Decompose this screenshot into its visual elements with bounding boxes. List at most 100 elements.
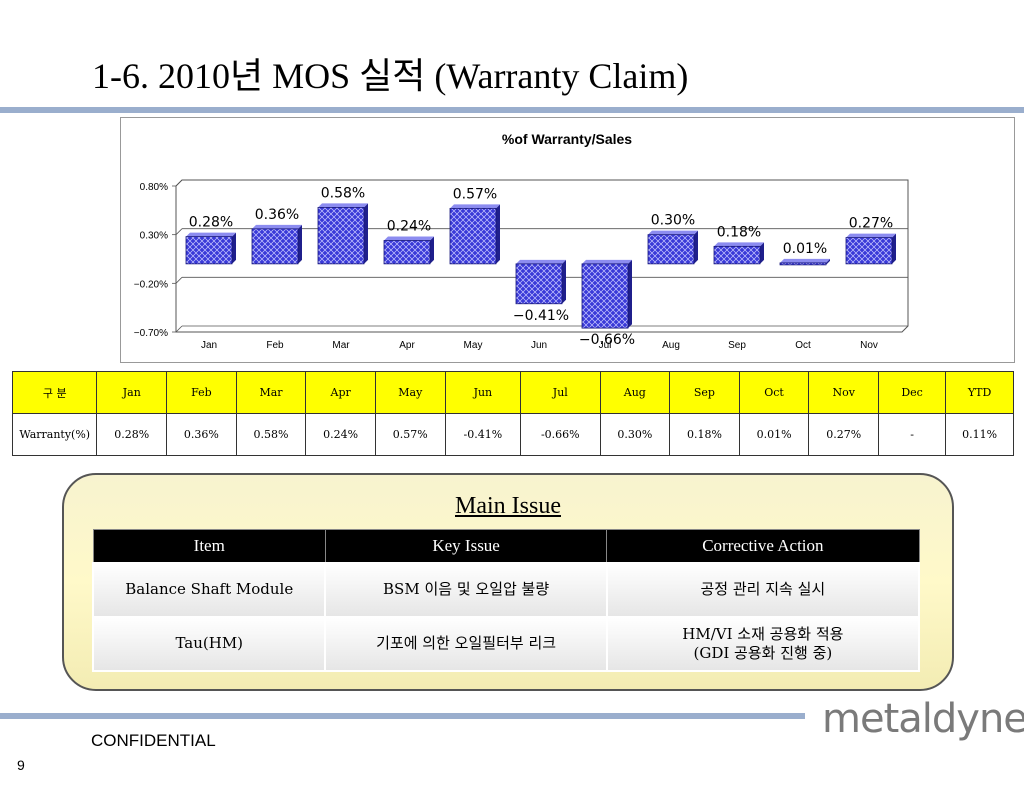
bar-front (383, 240, 431, 265)
table-value-cell: 0.27% (808, 413, 879, 456)
issue-header-row: Item Key Issue Corrective Action (92, 529, 920, 564)
bar-top (186, 232, 236, 237)
title-divider (0, 107, 1024, 113)
x-tick-label: Feb (266, 340, 284, 351)
bar (383, 236, 434, 265)
bar-side (628, 259, 632, 329)
page-number: 9 (17, 757, 25, 773)
issue-action-line1: HM/VI 소재 공용화 적용 (682, 624, 844, 643)
bar-front (317, 207, 365, 265)
issue-col-action: Corrective Action (606, 529, 920, 564)
x-tick-label: Sep (728, 340, 746, 351)
x-tick-label: Aug (662, 340, 680, 351)
data-label: −0.66% (579, 332, 635, 348)
issue-item: Tau(HM) (91, 616, 327, 672)
data-label: 0.36% (255, 207, 299, 223)
main-issue-table: Item Key Issue Corrective Action Balance… (91, 529, 921, 672)
confidential-label: CONFIDENTIAL (91, 731, 216, 750)
table-header-cell: Apr (305, 371, 376, 414)
table-header-cell: Feb (166, 371, 237, 414)
gridline (175, 228, 183, 235)
bar-top (252, 224, 302, 229)
table-header-cell: Jun (444, 371, 522, 414)
bar-side (430, 236, 434, 264)
slide-title: 1-6. 2010년 MOS 실적 (Warranty Claim) (92, 56, 689, 96)
table-value-cell: -0.41% (444, 413, 522, 456)
table-header-cell: Jan (96, 371, 168, 414)
bar-front (647, 234, 695, 265)
y-tick-label: 0.80% (140, 182, 168, 193)
warranty-table: 구 분 Jan Feb Mar Apr May Jun Jul Aug Sep Oct Nov Dec Y… (11, 371, 1014, 456)
issue-action-line1: 공정 관리 지속 실시 (700, 580, 826, 599)
x-tick-label: Nov (860, 340, 878, 351)
gridline (175, 325, 183, 333)
bar (185, 232, 236, 265)
bar-top (450, 204, 500, 209)
metaldyne-logo: metaldyne (822, 696, 1024, 742)
x-tick-label: Oct (795, 340, 811, 351)
issue-action: HM/VI 소재 공용화 적용 (GDI 공용화 진행 중) (605, 616, 921, 672)
bar-top (318, 203, 368, 208)
table-header-label: 구 분 (11, 371, 98, 414)
table-header-cell: May (374, 371, 446, 414)
bar-side (826, 258, 830, 265)
table-header-cell: Dec (877, 371, 947, 414)
y-tick-label: −0.20% (134, 279, 168, 290)
bar (713, 242, 764, 265)
bar-side (892, 233, 896, 264)
table-row-label: Warranty(%) (11, 413, 98, 456)
y-tick-label: 0.30% (140, 231, 168, 242)
bar-top (648, 230, 698, 235)
issue-col-key-issue: Key Issue (324, 529, 608, 564)
chart-title: %of Warranty/Sales (502, 131, 632, 147)
bar-side (496, 204, 500, 264)
table-header-cell: Jul (520, 371, 601, 414)
table-header-cell: Mar (235, 371, 307, 414)
table-value-cell: 0.30% (599, 413, 671, 456)
data-label: 0.01% (783, 241, 827, 257)
x-tick-label: Jul (599, 340, 612, 351)
table-value-cell: 0.58% (235, 413, 307, 456)
y-tick-label: −0.70% (134, 328, 168, 339)
data-label: 0.57% (453, 186, 497, 202)
issue-item: Balance Shaft Module (91, 562, 327, 618)
table-value-cell: 0.28% (96, 413, 168, 456)
bar-front (581, 263, 629, 329)
table-header-cell: Nov (808, 371, 879, 414)
table-value-cell: 0.18% (669, 413, 740, 456)
bar-front (449, 207, 497, 265)
bar (779, 258, 830, 266)
bar-front (515, 263, 563, 305)
data-label: −0.41% (513, 308, 569, 324)
x-tick-label: Apr (399, 340, 415, 351)
bar-side (232, 232, 236, 264)
bar-top (714, 242, 764, 247)
x-tick-label: May (464, 340, 483, 351)
table-header-cell: Oct (738, 371, 810, 414)
table-header-cell: YTD (945, 371, 1014, 414)
bar-front (779, 262, 827, 266)
bar-front (251, 228, 299, 265)
bar (317, 203, 368, 265)
x-tick-label: Jan (201, 340, 217, 351)
table-value-cell: 0.01% (738, 413, 810, 456)
table-value-cell: 0.36% (166, 413, 237, 456)
table-header-row: 구 분 Jan Feb Mar Apr May Jun Jul Aug Sep Oct Nov Dec Y… (11, 371, 1014, 414)
bar (449, 204, 500, 265)
issue-row: Tau(HM) 기포에 의한 오일필터부 리크 HM/VI 소재 공용화 적용(… (91, 616, 921, 672)
table-value-row: Warranty(%) 0.28% 0.36% 0.58% 0.24% 0.57% -0.4… (11, 413, 1014, 456)
issue-action-line2: (GDI 공용화 진행 중) (693, 644, 833, 662)
issue-col-item: Item (92, 529, 326, 564)
footer-divider (0, 713, 805, 719)
bar-top (384, 236, 434, 241)
table-header-cell: Aug (599, 371, 671, 414)
bar (581, 259, 632, 329)
data-label: 0.28% (189, 215, 233, 231)
x-tick-label: Mar (332, 340, 350, 351)
bar-front (713, 245, 761, 265)
warranty-chart: %of Warranty/Sales 0.80% 0.30% −0.20% −0.70%… (120, 117, 1015, 363)
data-label: 0.58% (321, 185, 365, 201)
table-value-cell: - (877, 413, 947, 456)
bar-front (845, 237, 893, 265)
bar-top (846, 233, 896, 238)
